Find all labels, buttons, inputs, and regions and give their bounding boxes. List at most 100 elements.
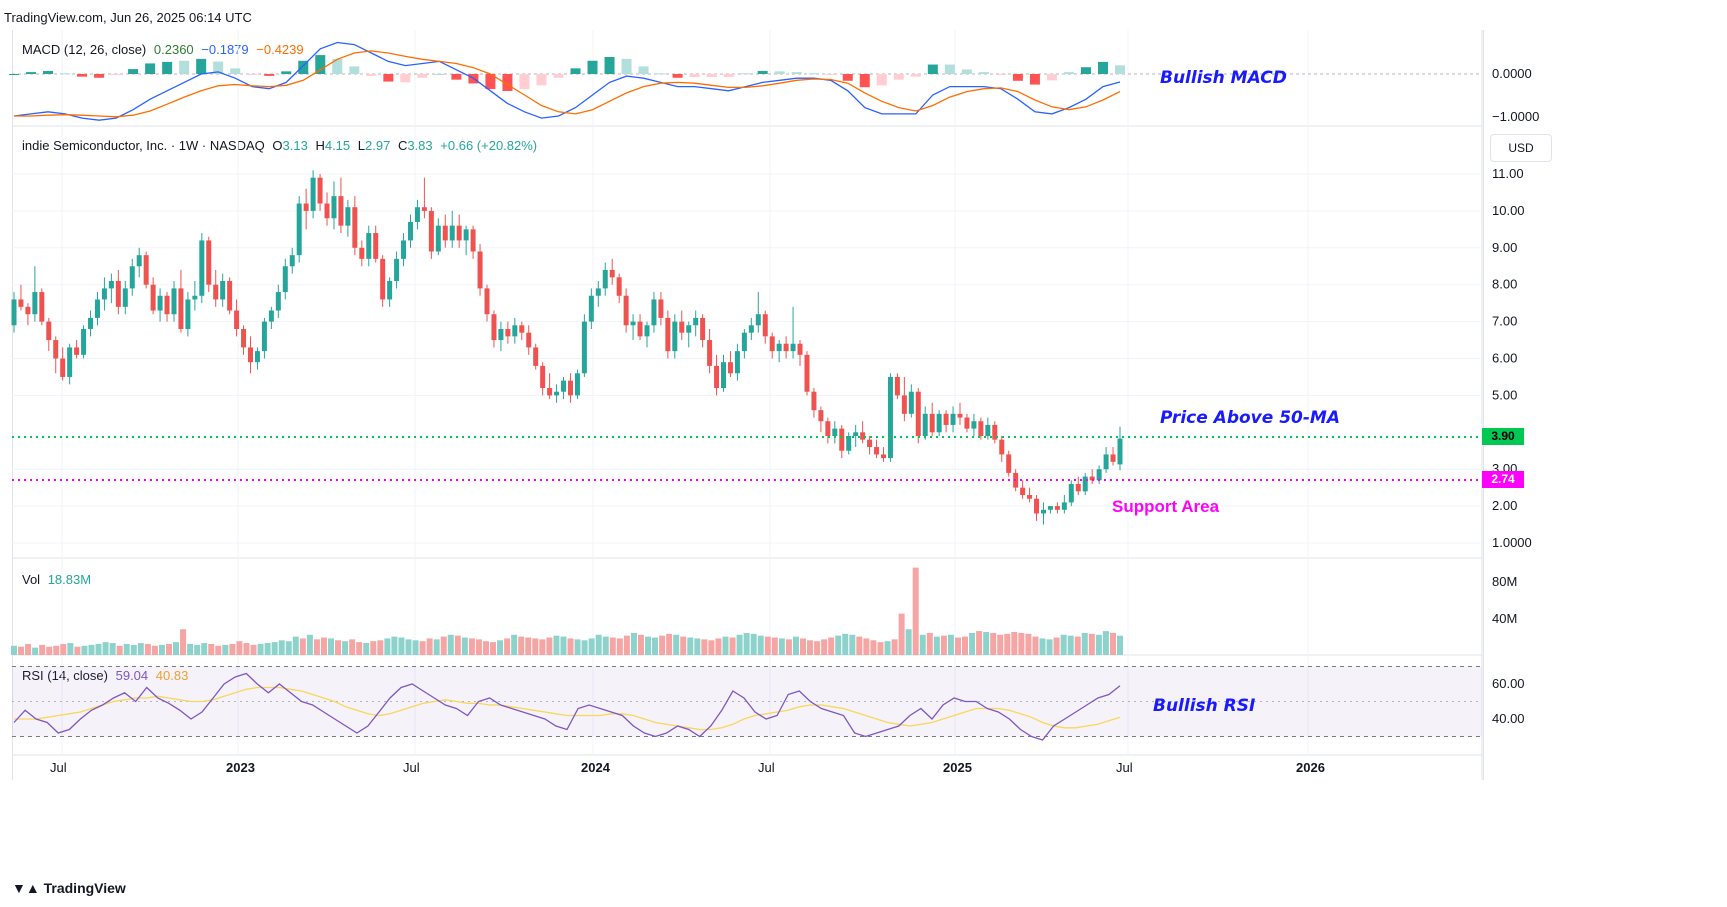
candle-body	[547, 388, 553, 396]
macd-histogram-bar	[672, 74, 683, 78]
candle-body	[296, 203, 302, 256]
volume-bar	[1109, 632, 1116, 655]
open-label: O	[272, 138, 283, 153]
volume-bar	[645, 636, 652, 655]
volume-bar	[384, 638, 391, 655]
macd-histogram-bar	[740, 73, 751, 75]
candle-body	[1089, 476, 1095, 481]
rsi-axis-tick: 60.00	[1492, 676, 1525, 691]
volume-title: Vol	[22, 572, 41, 587]
volume-bar	[581, 640, 588, 655]
volume-bar	[1074, 636, 1081, 655]
candle-body	[394, 258, 400, 282]
candle-body	[289, 255, 295, 267]
candle-body	[741, 332, 747, 352]
candle-body	[185, 299, 191, 329]
candle-body	[421, 207, 427, 211]
volume-bar	[722, 636, 729, 655]
candle-body	[164, 295, 170, 315]
candle-body	[401, 240, 407, 259]
candle-body	[387, 281, 393, 300]
candle-body	[115, 281, 121, 307]
volume-bar	[1067, 635, 1074, 655]
candle-body	[324, 203, 330, 219]
volume-bar	[222, 644, 229, 655]
candle-body	[60, 358, 66, 377]
volume-bar	[870, 640, 877, 655]
volume-bar	[356, 642, 363, 655]
macd-histogram-bar	[94, 74, 105, 78]
volume-bar	[680, 636, 687, 655]
candle-body	[929, 413, 935, 433]
volume-bar	[299, 638, 306, 655]
macd-histogram-bar	[400, 74, 411, 83]
currency-button[interactable]: USD	[1490, 134, 1552, 162]
volume-bar	[969, 632, 976, 655]
macd-histogram-bar	[519, 74, 530, 90]
volume-bar	[313, 639, 320, 655]
volume-bar	[821, 639, 828, 655]
candle-body	[853, 432, 859, 436]
volume-bar	[1004, 633, 1011, 655]
volume-bar	[215, 645, 222, 655]
candle-body	[122, 288, 128, 307]
macd-histogram-bar	[723, 74, 734, 78]
volume-bar	[954, 637, 961, 655]
time-axis-tick: Jul	[758, 760, 775, 775]
candle-body	[213, 284, 219, 300]
volume-bar	[461, 637, 468, 655]
volume-bar	[292, 636, 299, 655]
macd-histogram-bar	[1046, 74, 1057, 81]
macd-histogram-bar	[961, 69, 972, 74]
candle-body	[901, 395, 907, 414]
volume-bar	[637, 634, 644, 655]
macd-histogram-bar	[553, 74, 564, 78]
candle-body	[880, 454, 886, 459]
volume-bar	[736, 634, 743, 655]
macd-histogram-bar	[587, 60, 598, 74]
candle-body	[505, 328, 511, 337]
volume-bar	[1081, 632, 1088, 655]
candle-body	[867, 439, 873, 448]
volume-bar	[898, 613, 905, 655]
candle-body	[46, 321, 52, 341]
rsi-title: RSI (14, close)	[22, 668, 108, 683]
macd-histogram-bar	[43, 70, 54, 74]
volume-bar	[687, 637, 694, 655]
macd-histogram-bar	[1115, 65, 1125, 74]
candle-body	[748, 325, 754, 333]
candle-body	[261, 321, 267, 352]
candle-body	[206, 240, 212, 285]
time-axis-tick: 2025	[943, 760, 972, 775]
volume-bar	[891, 639, 898, 655]
volume-bar	[165, 643, 172, 655]
candle-body	[234, 310, 240, 329]
volume-bar	[257, 643, 264, 655]
candle-body	[1082, 476, 1088, 492]
candle-body	[700, 317, 706, 341]
candle-body	[414, 207, 420, 222]
volume-bar	[320, 637, 327, 655]
annotation-support-area: Support Area	[1112, 497, 1220, 516]
macd-histogram-bar	[196, 58, 207, 74]
volume-axis-tick: 40M	[1492, 611, 1517, 626]
volume-bar	[433, 639, 440, 655]
macd-histogram-bar	[485, 74, 496, 90]
candle-body	[74, 347, 80, 355]
candle-body	[950, 413, 956, 425]
macd-histogram-bar	[26, 72, 37, 74]
chart-source-header: TradingView.com, Jun 26, 2025 06:14 UTC	[4, 10, 252, 25]
volume-bar	[102, 642, 109, 655]
volume-bar	[539, 639, 546, 655]
candle-body	[1061, 502, 1067, 510]
candle-body	[192, 295, 198, 300]
macd-histogram-bar	[128, 69, 139, 74]
candle-body	[971, 421, 977, 429]
time-axis-tick: 2024	[581, 760, 611, 775]
volume-bar	[652, 637, 659, 655]
candle-body	[1006, 454, 1012, 473]
price-axis-tick: 10.00	[1492, 203, 1525, 218]
candle-body	[978, 421, 984, 436]
high-value: 4.15	[324, 138, 351, 153]
